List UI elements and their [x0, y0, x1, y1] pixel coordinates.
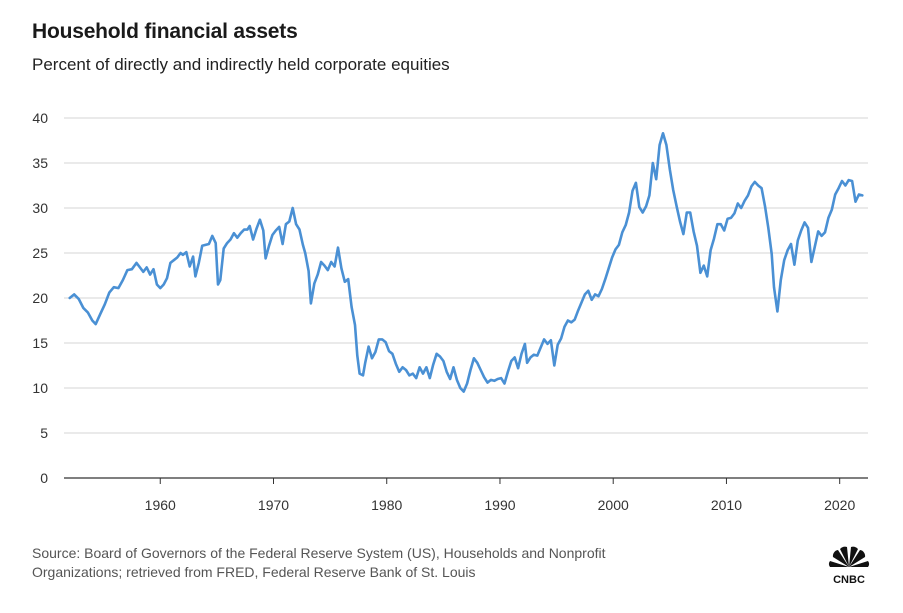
- y-tick-label: 40: [32, 110, 48, 126]
- series-line: [68, 132, 864, 393]
- chart-title: Household financial assets: [32, 20, 298, 43]
- gridlines: [64, 117, 868, 434]
- y-tick-label: 25: [32, 245, 48, 261]
- y-tick-label: 15: [32, 335, 48, 351]
- x-tick-label: 2010: [711, 497, 742, 513]
- x-tick-label: 1960: [145, 497, 176, 513]
- x-tick-label: 1970: [258, 497, 289, 513]
- y-axis-tick-labels: 0 5 10 15 20 25 30 35 40: [32, 110, 48, 486]
- x-axis-tick-labels: 1960 1970 1980 1990 2000 2010 2020: [145, 497, 856, 513]
- source-note: Source: Board of Governors of the Federa…: [32, 544, 752, 582]
- series-layer: [68, 132, 864, 393]
- source-line-1: Source: Board of Governors of the Federa…: [32, 545, 606, 561]
- x-axis: [64, 477, 868, 484]
- y-tick-label: 5: [40, 425, 48, 441]
- x-tick-label: 2000: [598, 497, 629, 513]
- y-tick-label: 0: [40, 470, 48, 486]
- line-chart: 0 5 10 15 20 25 30 35 40 1960 1970 1980 1990 2000 201…: [32, 110, 868, 513]
- source-line-2: Organizations; retrieved from FRED, Fede…: [32, 564, 476, 580]
- x-tick-label: 2020: [824, 497, 855, 513]
- y-tick-label: 30: [32, 200, 48, 216]
- chart-subtitle: Percent of directly and indirectly held …: [32, 55, 450, 74]
- y-tick-label: 10: [32, 380, 48, 396]
- x-tick-label: 1980: [371, 497, 402, 513]
- cnbc-peacock-logo: CNBC: [829, 546, 869, 586]
- x-tick-label: 1990: [484, 497, 515, 513]
- y-tick-label: 35: [32, 155, 48, 171]
- y-tick-label: 20: [32, 290, 48, 306]
- svg-text:CNBC: CNBC: [833, 574, 865, 586]
